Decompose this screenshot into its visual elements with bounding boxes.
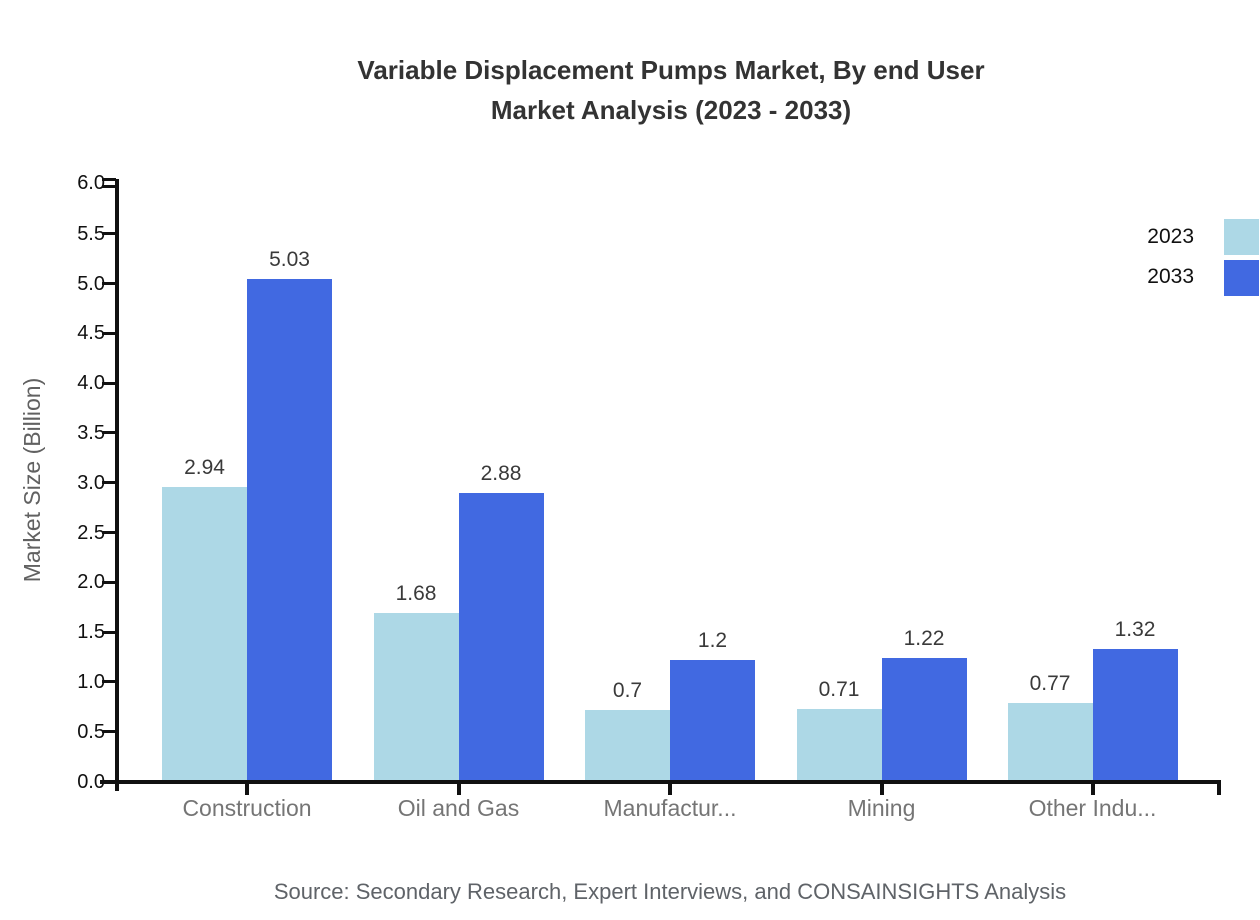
y-tick	[102, 381, 116, 385]
x-tick	[879, 780, 884, 795]
y-tick	[102, 232, 116, 236]
bar-2033	[881, 658, 967, 780]
x-category-label: Mining	[847, 795, 916, 821]
bar-value-label: 0.71	[818, 678, 860, 701]
chart-title-line-1: Variable Displacement Pumps Market, By e…	[357, 55, 985, 85]
bar-value-label: 5.03	[269, 248, 310, 271]
y-tick	[102, 481, 116, 485]
x-tick	[1090, 780, 1095, 795]
y-tick-label: 1.0	[77, 670, 105, 693]
source-note: Source: Secondary Research, Expert Inter…	[273, 879, 1067, 904]
bar-2023	[162, 487, 247, 780]
y-tick	[102, 630, 116, 634]
bar-2023	[585, 710, 670, 780]
y-tick	[102, 730, 116, 734]
chart-title-line-2: Market Analysis (2023 - 2033)	[490, 95, 852, 125]
y-tick	[102, 531, 116, 534]
bar-2033	[247, 279, 332, 780]
y-tick-label: 2.5	[77, 521, 105, 544]
bar-value-label: 2.88	[480, 462, 522, 485]
x-tick	[245, 780, 249, 795]
y-tick-label: 0.5	[77, 720, 105, 743]
x-category-label: Construction	[182, 795, 312, 821]
bar-value-label: 1.2	[697, 629, 728, 652]
y-tick-label: 0.0	[77, 770, 105, 793]
y-tick	[102, 282, 116, 285]
x-category-label: Oil and Gas	[397, 795, 520, 821]
legend-swatch-2033	[1224, 260, 1259, 296]
y-tick	[102, 580, 116, 584]
bar-value-label: 0.7	[612, 679, 643, 702]
y-tick	[102, 431, 116, 435]
x-axis-spine	[100, 780, 1221, 784]
y-tick-label: 4.5	[77, 322, 105, 345]
y-tick-label: 2.0	[77, 571, 105, 594]
bar-value-label: 1.22	[903, 627, 945, 650]
y-tick-label: 5.5	[77, 222, 105, 245]
y-axis-title: Market Size (Billion)	[19, 377, 45, 583]
legend-label-2033: 2033	[1147, 265, 1194, 288]
y-tick-label: 1.5	[77, 621, 105, 644]
bar-2023	[373, 613, 459, 780]
x-category-label: Other Indu...	[1028, 795, 1157, 821]
bar-2033	[1092, 649, 1178, 780]
y-tick	[102, 331, 116, 335]
bar-2033	[458, 493, 544, 780]
legend-swatch-2023	[1224, 219, 1259, 255]
x-tick	[456, 780, 461, 795]
bar-2023	[1007, 703, 1093, 780]
bar-value-label: 1.68	[395, 582, 437, 605]
x-tick	[668, 780, 672, 795]
bar-value-label: 0.77	[1029, 672, 1071, 695]
y-tick-label: 3.0	[77, 471, 105, 494]
bar-2033	[670, 660, 755, 780]
y-tick	[102, 185, 116, 188]
y-tick-label: 3.5	[77, 421, 105, 444]
y-tick-label: 5.0	[77, 272, 105, 295]
y-tick	[102, 680, 116, 684]
x-category-label: Manufactur...	[603, 795, 737, 821]
y-tick-label: 4.0	[77, 372, 105, 395]
bar-value-label: 1.32	[1114, 618, 1156, 641]
y-axis-top-cap	[102, 178, 116, 181]
bar-value-label: 2.94	[184, 456, 225, 479]
bar-2023	[796, 709, 882, 780]
x-axis-end-tick	[1217, 780, 1221, 795]
legend-label-2023: 2023	[1147, 225, 1194, 248]
y-tick-label: 6.0	[77, 172, 105, 194]
y-axis-spine	[115, 179, 119, 791]
